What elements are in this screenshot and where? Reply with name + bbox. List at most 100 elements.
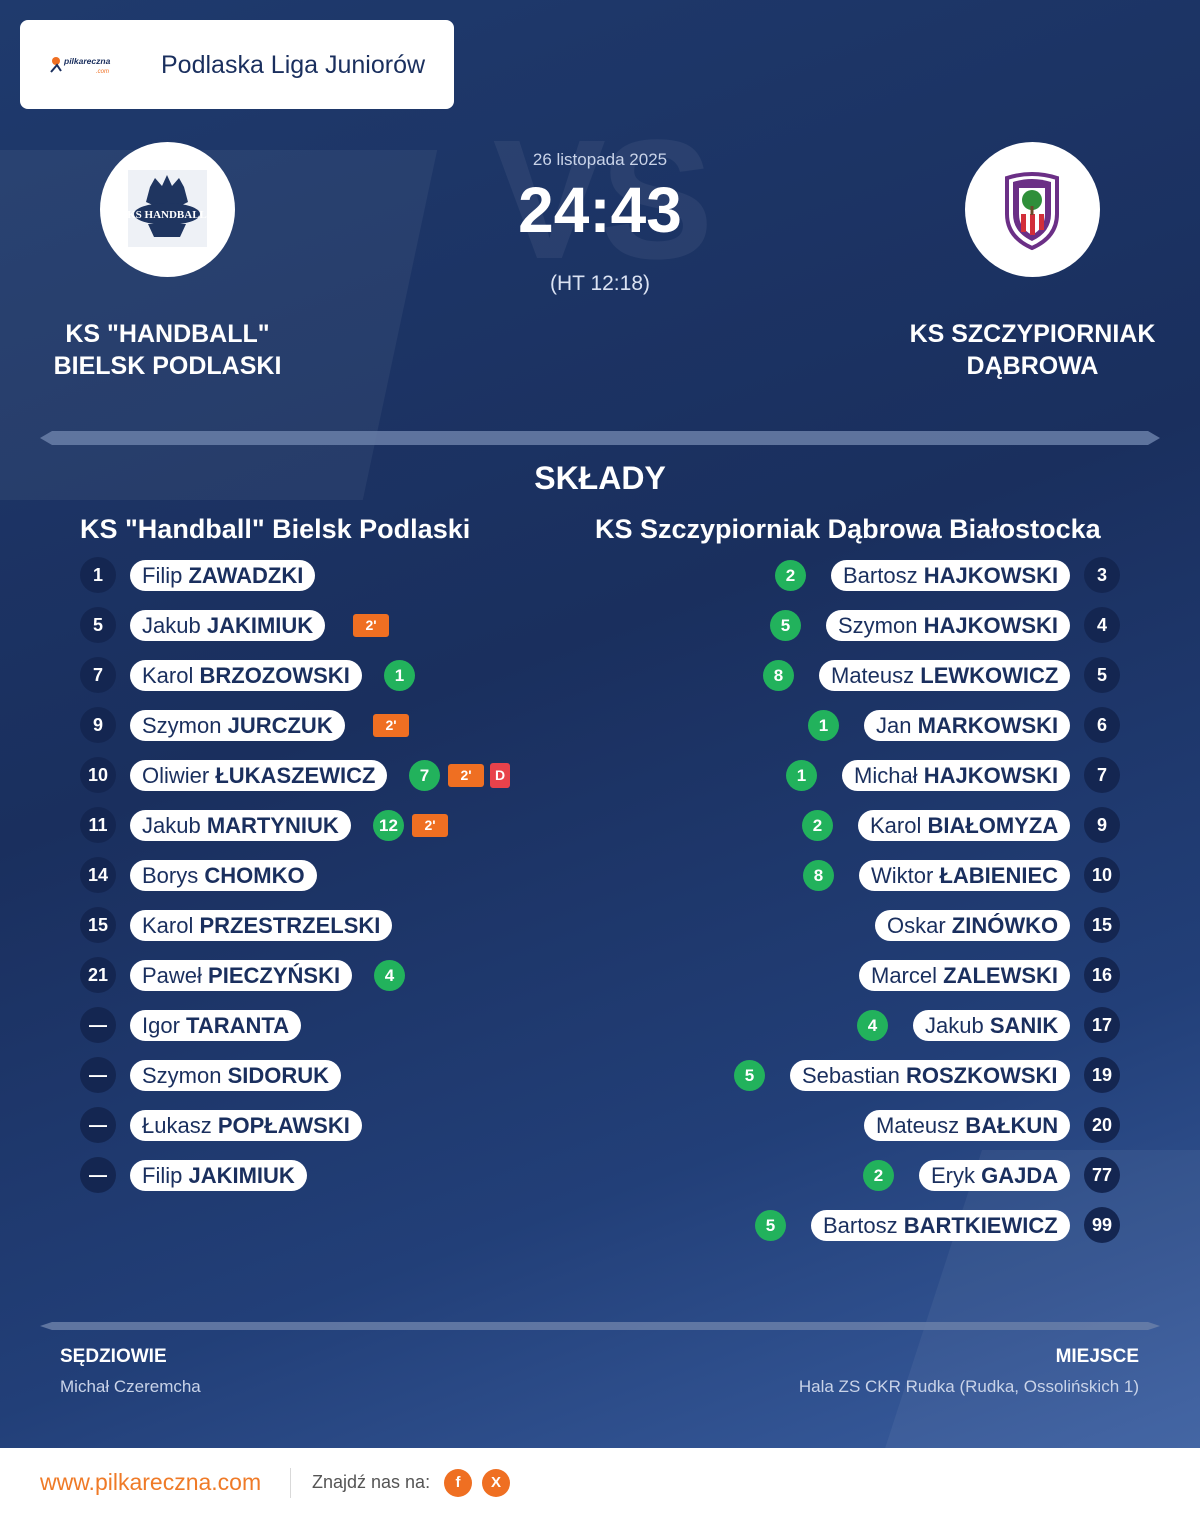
penalty-2min-badge: 2' xyxy=(412,814,448,837)
referees-value: Michał Czeremcha xyxy=(60,1377,201,1396)
player-last-name: PIECZYŃSKI xyxy=(208,963,341,988)
referees-label: SĘDZIOWIE xyxy=(60,1346,167,1367)
player-last-name: JURCZUK xyxy=(227,713,333,738)
venue-value: Hala ZS CKR Rudka (Rudka, Ossolińskich 1… xyxy=(798,1377,1139,1396)
home-player-row: — Szymon SIDORUK xyxy=(80,1057,580,1093)
site-link[interactable]: www.pilkareczna.com xyxy=(40,1469,262,1495)
home-team-name: KS "HANDBALL" BIELSK PODLASKI xyxy=(53,320,282,380)
home-player-row: 15 Karol PRZESTRZELSKI xyxy=(80,907,580,943)
player-first-name: Oskar xyxy=(887,913,952,938)
player-last-name: SIDORUK xyxy=(227,1063,330,1088)
player-name-pill: Mateusz BAŁKUN xyxy=(864,1110,1071,1141)
player-number: 6 xyxy=(1084,707,1120,743)
player-number: 15 xyxy=(1084,907,1120,943)
player-first-name: Igor xyxy=(142,1013,187,1038)
goals-badge: 2 xyxy=(802,810,833,841)
goals-badge: 2 xyxy=(775,560,806,591)
home-player-row: 10 Oliwier ŁUKASZEWICZ 7 2' D xyxy=(80,757,580,793)
player-last-name: BRZOZOWSKI xyxy=(199,663,350,688)
player-name-pill: Oskar ZINÓWKO xyxy=(875,910,1071,941)
player-last-name: MARKOWSKI xyxy=(917,713,1059,738)
player-name-pill: Marcel ZALEWSKI xyxy=(859,960,1071,991)
goals-badge: 8 xyxy=(803,860,834,891)
player-first-name: Bartosz xyxy=(823,1213,904,1238)
player-first-name: Szymon xyxy=(838,613,924,638)
player-number: 5 xyxy=(1084,657,1120,693)
player-name-pill: Karol PRZESTRZELSKI xyxy=(130,910,393,941)
player-first-name: Szymon xyxy=(142,1063,228,1088)
player-last-name: BARTKIEWICZ xyxy=(903,1213,1058,1238)
home-player-row: — Igor TARANTA xyxy=(80,1007,580,1043)
decor-shape xyxy=(878,1150,1200,1448)
league-name: Podlaska Liga Juniorów xyxy=(161,51,426,79)
x-icon[interactable]: X xyxy=(482,1469,510,1497)
away-player-row: 10 Wiktor ŁABIENIEC 8 xyxy=(600,857,1120,893)
away-player-row: 9 Karol BIAŁOMYZA 2 xyxy=(600,807,1120,843)
svg-text:pilkareczna: pilkareczna xyxy=(63,56,111,66)
away-player-row: 7 Michał HAJKOWSKI 1 xyxy=(600,757,1120,793)
player-last-name: PRZESTRZELSKI xyxy=(199,913,381,938)
player-last-name: ZAWADZKI xyxy=(188,563,304,588)
player-name-pill: Mateusz LEWKOWICZ xyxy=(819,660,1071,691)
player-last-name: BAŁKUN xyxy=(965,1113,1059,1138)
divider xyxy=(40,1322,1160,1330)
home-lineup-title: KS "Handball" Bielsk Podlaski xyxy=(80,514,471,544)
player-name-pill: Sebastian ROSZKOWSKI xyxy=(790,1060,1070,1091)
player-number: — xyxy=(80,1107,116,1143)
away-player-row: 20 Mateusz BAŁKUN xyxy=(600,1107,1120,1143)
home-player-row: — Łukasz POPŁAWSKI xyxy=(80,1107,580,1143)
player-first-name: Sebastian xyxy=(802,1063,906,1088)
goals-badge: 5 xyxy=(755,1210,786,1241)
player-number: 9 xyxy=(80,707,116,743)
facebook-icon[interactable]: f xyxy=(444,1469,472,1497)
player-name-pill: Jakub MARTYNIUK xyxy=(130,810,351,841)
disqualification-badge: D xyxy=(490,763,510,788)
player-first-name: Wiktor xyxy=(871,863,940,888)
match-card: VS Podlaska Liga Juniorów pilkareczna .c… xyxy=(0,0,1200,1448)
player-number: 17 xyxy=(1084,1007,1120,1043)
player-name-pill: Borys CHOMKO xyxy=(130,860,317,891)
player-last-name: HAJKOWSKI xyxy=(923,613,1059,638)
goals-badge: 1 xyxy=(786,760,817,791)
penalty-2min-badge: 2' xyxy=(353,614,389,637)
player-name-pill: Karol BRZOZOWSKI xyxy=(130,660,362,691)
player-first-name: Mateusz xyxy=(831,663,921,688)
player-name-pill: Eryk GAJDA xyxy=(919,1160,1071,1191)
away-crest xyxy=(965,142,1100,277)
match-date: 26 listopada 2025 xyxy=(532,150,668,169)
away-player-row: 17 Jakub SANIK 4 xyxy=(600,1007,1120,1043)
player-number: 21 xyxy=(80,957,116,993)
goals-badge: 12 xyxy=(373,810,404,841)
player-first-name: Bartosz xyxy=(843,563,924,588)
player-first-name: Eryk xyxy=(931,1163,982,1188)
player-last-name: HAJKOWSKI xyxy=(923,763,1059,788)
player-last-name: POPŁAWSKI xyxy=(217,1113,350,1138)
halftime-score: (HT 12:18) xyxy=(550,272,650,295)
player-last-name: JAKIMIUK xyxy=(206,613,314,638)
away-player-row: 5 Mateusz LEWKOWICZ 8 xyxy=(600,657,1120,693)
away-player-row: 4 Szymon HAJKOWSKI 5 xyxy=(600,607,1120,643)
player-number: — xyxy=(80,1057,116,1093)
find-us-label: Znajdź nas na: xyxy=(312,1472,431,1492)
home-player-row: 11 Jakub MARTYNIUK 12 2' xyxy=(80,807,580,843)
player-last-name: MARTYNIUK xyxy=(206,813,339,838)
player-number: 15 xyxy=(80,907,116,943)
player-name-pill: Szymon JURCZUK xyxy=(130,710,345,741)
player-last-name: HAJKOWSKI xyxy=(923,563,1059,588)
player-number: 99 xyxy=(1084,1207,1120,1243)
player-first-name: Marcel xyxy=(871,963,944,988)
player-name-pill: Michał HAJKOWSKI xyxy=(842,760,1071,791)
player-name-pill: Igor TARANTA xyxy=(130,1010,302,1041)
divider xyxy=(40,431,1160,445)
player-last-name: SANIK xyxy=(989,1013,1059,1038)
goals-badge: 8 xyxy=(763,660,794,691)
league-header: Podlaska Liga Juniorów xyxy=(20,20,454,109)
player-name-pill: Filip JAKIMIUK xyxy=(130,1160,307,1191)
player-name-pill: Bartosz HAJKOWSKI xyxy=(831,560,1071,591)
player-number: 11 xyxy=(80,807,116,843)
player-first-name: Jakub xyxy=(142,613,207,638)
player-last-name: ZINÓWKO xyxy=(951,913,1059,938)
player-name-pill: Jakub SANIK xyxy=(913,1010,1071,1041)
player-first-name: Filip xyxy=(142,563,189,588)
home-player-row: 7 Karol BRZOZOWSKI 1 xyxy=(80,657,580,693)
